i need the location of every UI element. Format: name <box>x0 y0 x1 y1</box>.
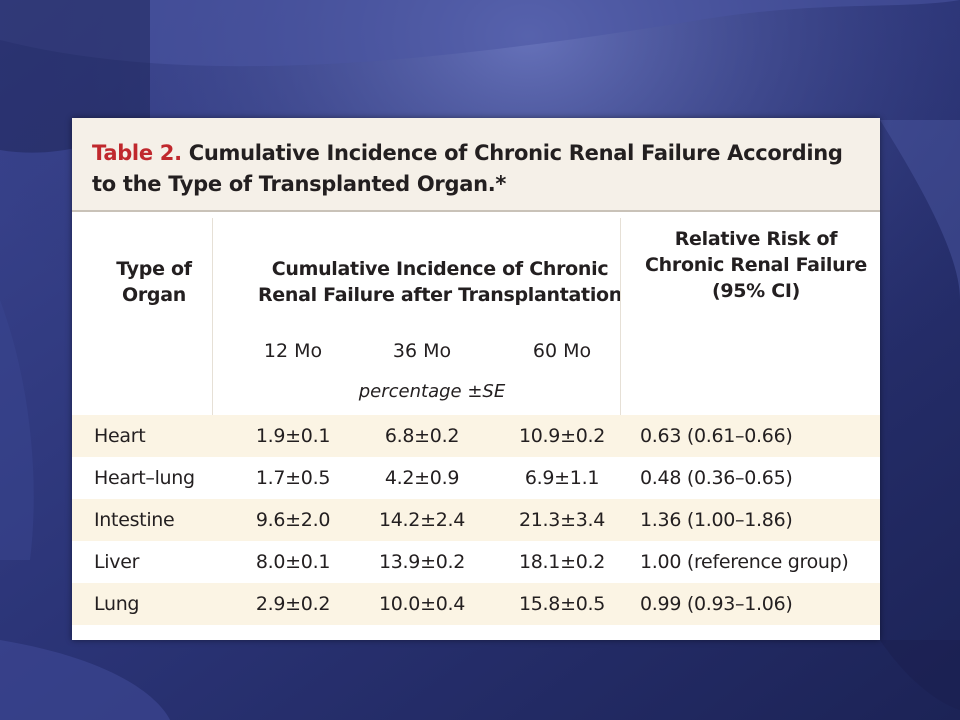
cell-organ: Heart <box>94 425 146 447</box>
cell-relative-risk: 1.00 (reference group) <box>640 551 849 573</box>
header-divider <box>620 218 621 428</box>
cell-12mo: 1.9±0.1 <box>255 425 331 447</box>
subheader-36mo: 36 Mo <box>392 340 452 362</box>
table-row: Heart–lung 1.7±0.5 4.2±0.9 6.9±1.1 0.48 … <box>72 457 880 499</box>
table-title: Table 2. Cumulative Incidence of Chronic… <box>92 138 872 200</box>
table-row: Heart 1.9±0.1 6.8±0.2 10.9±0.2 0.63 (0.6… <box>72 415 880 457</box>
cell-12mo: 2.9±0.2 <box>255 593 331 615</box>
header-organ: Type of Organ <box>116 258 192 306</box>
header-divider <box>212 218 213 428</box>
table-row: Lung 2.9±0.2 10.0±0.4 15.8±0.5 0.99 (0.9… <box>72 583 880 625</box>
cell-12mo: 8.0±0.1 <box>255 551 331 573</box>
cell-60mo: 6.9±1.1 <box>524 467 600 489</box>
table-row: Intestine 9.6±2.0 14.2±2.4 21.3±3.4 1.36… <box>72 499 880 541</box>
cell-organ: Lung <box>94 593 140 615</box>
cell-60mo: 15.8±0.5 <box>518 593 606 615</box>
units-label: percentage ±SE <box>358 381 506 402</box>
table-title-prefix: Table 2. <box>92 141 182 165</box>
cell-36mo: 6.8±0.2 <box>384 425 460 447</box>
table-title-text: Cumulative Incidence of Chronic Renal Fa… <box>92 141 843 196</box>
header-incidence: Cumulative Incidence of Chronic Renal Fa… <box>257 258 623 306</box>
cell-36mo: 14.2±2.4 <box>378 509 466 531</box>
cell-relative-risk: 0.48 (0.36–0.65) <box>640 467 793 489</box>
table-row: Liver 8.0±0.1 13.9±0.2 18.1±0.2 1.00 (re… <box>72 541 880 583</box>
cell-36mo: 10.0±0.4 <box>378 593 466 615</box>
table-title-band: Table 2. Cumulative Incidence of Chronic… <box>72 118 880 212</box>
table-figure: Table 2. Cumulative Incidence of Chronic… <box>72 118 880 640</box>
cell-60mo: 10.9±0.2 <box>518 425 606 447</box>
cell-organ: Intestine <box>94 509 175 531</box>
cell-36mo: 13.9±0.2 <box>378 551 466 573</box>
header-relative-risk: Relative Risk of Chronic Renal Failure (… <box>645 228 867 302</box>
cell-36mo: 4.2±0.9 <box>384 467 460 489</box>
cell-relative-risk: 0.63 (0.61–0.66) <box>640 425 793 447</box>
cell-organ: Heart–lung <box>94 467 195 489</box>
cell-60mo: 21.3±3.4 <box>518 509 606 531</box>
cell-60mo: 18.1±0.2 <box>518 551 606 573</box>
cell-relative-risk: 0.99 (0.93–1.06) <box>640 593 793 615</box>
subheader-60mo: 60 Mo <box>532 340 592 362</box>
cell-organ: Liver <box>94 551 140 573</box>
subheader-12mo: 12 Mo <box>263 340 323 362</box>
cell-12mo: 1.7±0.5 <box>255 467 331 489</box>
cell-relative-risk: 1.36 (1.00–1.86) <box>640 509 793 531</box>
cell-12mo: 9.6±2.0 <box>255 509 331 531</box>
